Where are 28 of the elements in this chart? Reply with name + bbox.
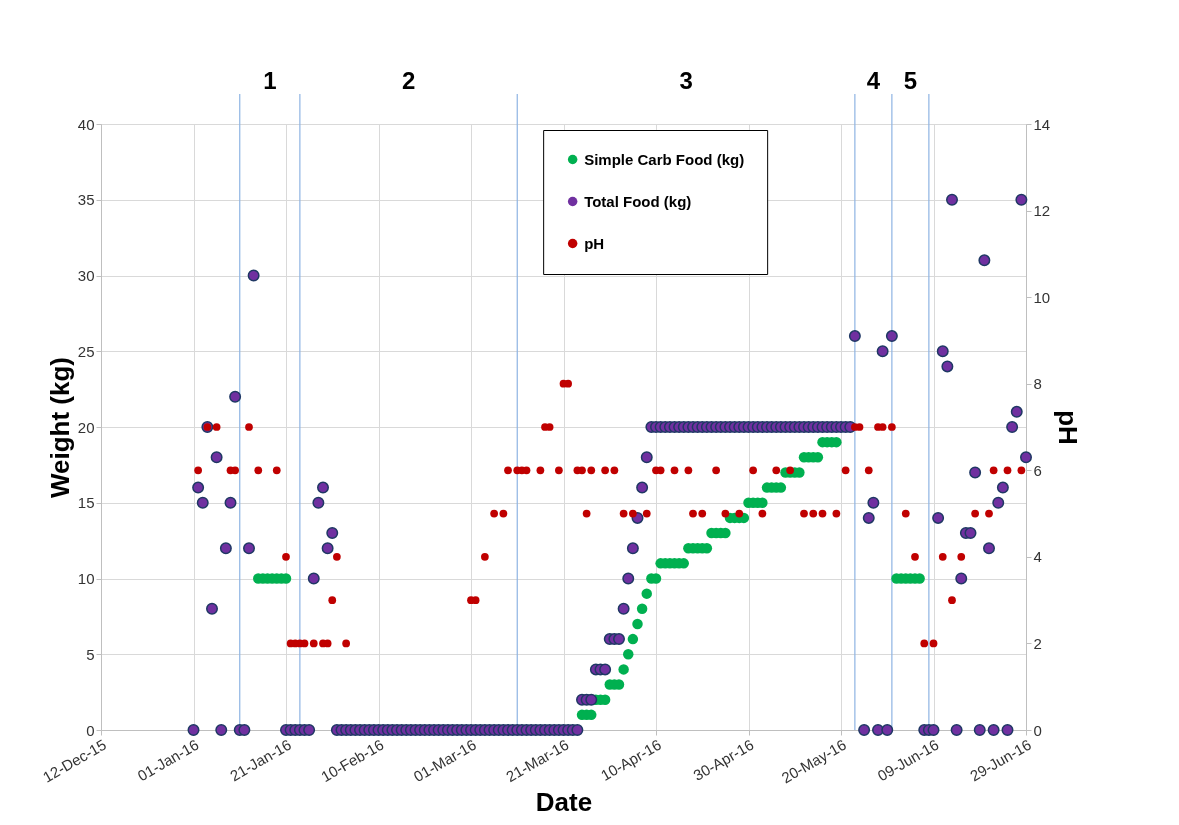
- y-tick-label: 5: [86, 645, 95, 663]
- legend-label: Total Food (kg): [584, 192, 692, 210]
- x-axis-title: Date: [535, 787, 593, 818]
- y2-tick-label: 14: [1033, 115, 1051, 133]
- text: 3: [679, 67, 693, 94]
- y2-tick-label: 4: [1033, 548, 1042, 566]
- y-tick-label: 30: [77, 267, 95, 284]
- y2-tick-label: 10: [1033, 288, 1051, 306]
- y2-tick-label: 6: [1033, 461, 1042, 479]
- y-tick-label: 25: [77, 342, 95, 360]
- y-tick-label: 10: [77, 570, 95, 587]
- legend-label: Simple Carb Food (kg): [584, 150, 745, 168]
- y2-axis-title: pH: [1053, 410, 1084, 445]
- text: 5: [903, 67, 918, 94]
- y2-tick-label: 2: [1033, 634, 1042, 652]
- y2-tick-label: 12: [1033, 202, 1051, 220]
- y-tick-label: 40: [77, 115, 95, 133]
- y-tick-label: 35: [77, 191, 95, 209]
- y2-tick-label: 0: [1033, 721, 1042, 739]
- text: 4: [866, 67, 881, 94]
- y-tick-label: 15: [77, 494, 95, 512]
- y-tick-label: 20: [77, 418, 95, 436]
- legend-label: pH: [584, 234, 605, 252]
- y2-tick-label: 8: [1033, 375, 1042, 393]
- y-axis-title: Weight (kg): [44, 356, 75, 499]
- y-tick-label: 0: [86, 721, 95, 739]
- text: 2: [401, 67, 416, 94]
- text: 1: [263, 67, 277, 94]
